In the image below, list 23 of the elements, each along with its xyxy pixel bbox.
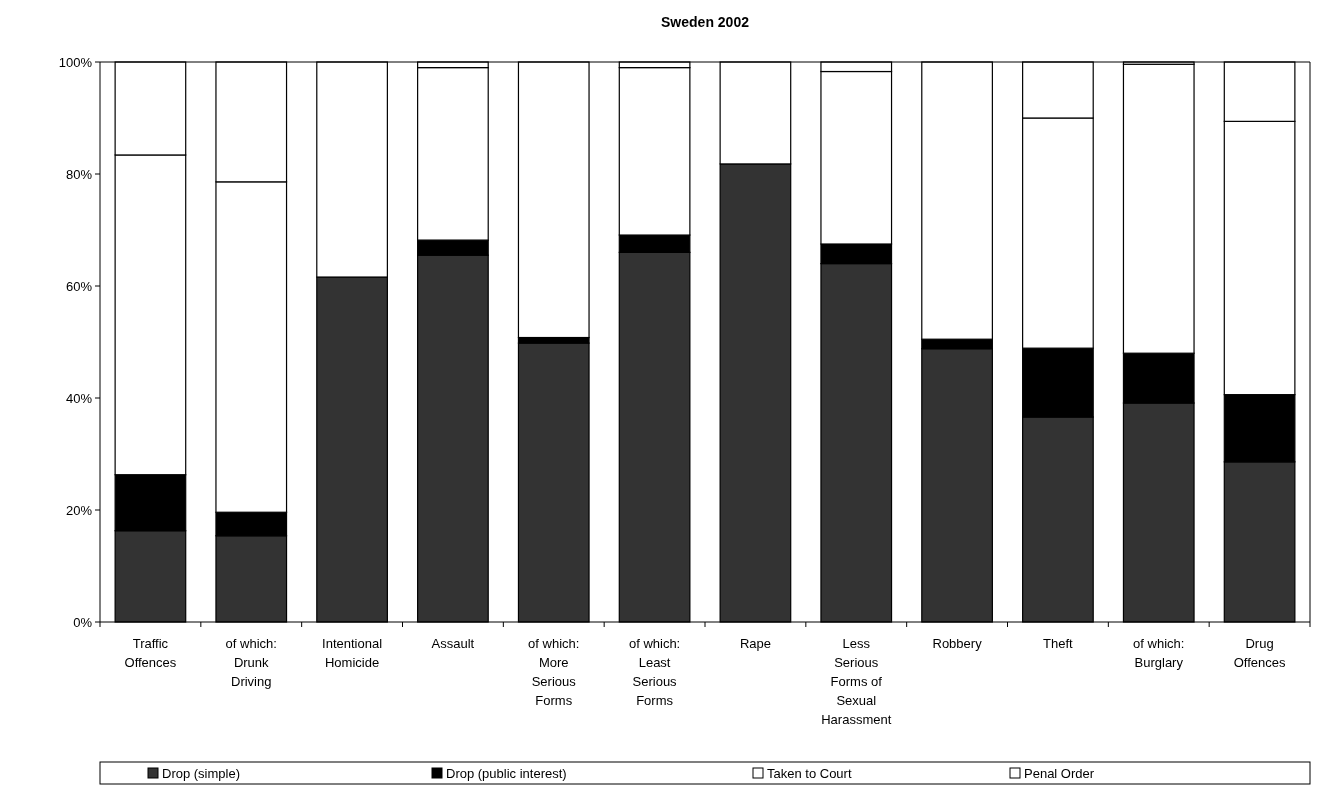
legend-label: Taken to Court bbox=[767, 765, 852, 781]
chart-title: Sweden 2002 bbox=[661, 14, 750, 30]
x-tick-label: of which: Drunk Driving bbox=[225, 636, 277, 689]
y-tick-label: 20% bbox=[65, 502, 93, 518]
x-tick-label: Rape bbox=[739, 636, 771, 651]
x-tick-label: Drug Offences bbox=[1233, 636, 1286, 670]
x-tick-label: Traffic Offences bbox=[124, 636, 177, 670]
y-tick-label: 80% bbox=[65, 166, 93, 182]
legend-label: Drop (public interest) bbox=[446, 765, 567, 781]
x-tick-label: Robbery bbox=[932, 636, 983, 651]
y-tick-label: 100% bbox=[58, 54, 93, 70]
x-tick-label: of which: Burglary bbox=[1133, 636, 1185, 670]
x-tick-label: Assault bbox=[431, 636, 475, 651]
y-tick-label: 60% bbox=[65, 278, 93, 294]
legend-label: Drop (simple) bbox=[162, 765, 241, 781]
x-tick-label: Theft bbox=[1043, 636, 1074, 651]
x-tick-label: of which: Least Serious Forms bbox=[628, 636, 681, 708]
x-tick-label: Less Serious Forms of Sexual Harassment bbox=[821, 636, 892, 727]
y-tick-label: 40% bbox=[65, 390, 93, 406]
x-tick-label: Intentional Homicide bbox=[322, 636, 383, 670]
x-tick-label: of which: More Serious Forms bbox=[528, 636, 580, 708]
y-tick-label: 0% bbox=[73, 614, 93, 630]
legend-label: Penal Order bbox=[1024, 765, 1095, 781]
